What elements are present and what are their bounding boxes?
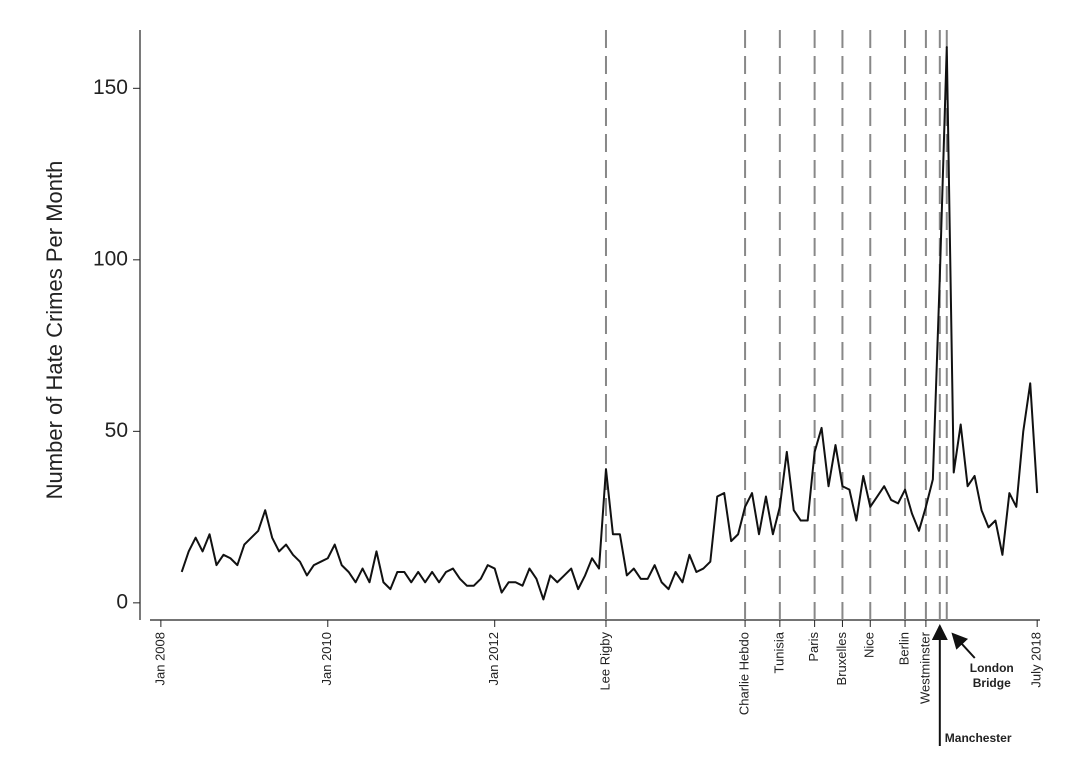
y-tick-label: 50 [105, 419, 128, 442]
x-tick-label: Paris [806, 632, 821, 662]
y-tick-label: 0 [116, 590, 128, 613]
x-tick-label: Jan 2010 [319, 632, 334, 686]
arrow [951, 632, 976, 659]
x-tick-label: Jan 2008 [152, 632, 167, 686]
annotation: Manchester [945, 731, 1012, 745]
y-tick-label: 100 [93, 247, 128, 270]
x-tick-label: Berlin [896, 632, 911, 665]
x-tick-label: Lee Rigby [597, 632, 612, 691]
x-tick-label: Bruxelles [834, 632, 849, 686]
data-line [180, 46, 1039, 601]
x-tick-label: Jan 2012 [486, 632, 501, 686]
x-tick-label: Charlie Hebdo [737, 632, 752, 715]
y-axis-label: Number of Hate Crimes Per Month [42, 161, 67, 500]
annotation: London [970, 661, 1014, 675]
x-tick-label: July 2018 [1029, 632, 1044, 688]
annotation: Bridge [973, 676, 1011, 690]
x-tick-label: Tunisia [771, 631, 786, 673]
y-tick-label: 150 [93, 76, 128, 99]
x-tick-label: Westminster [917, 631, 932, 704]
x-tick-label: Nice [862, 632, 877, 658]
